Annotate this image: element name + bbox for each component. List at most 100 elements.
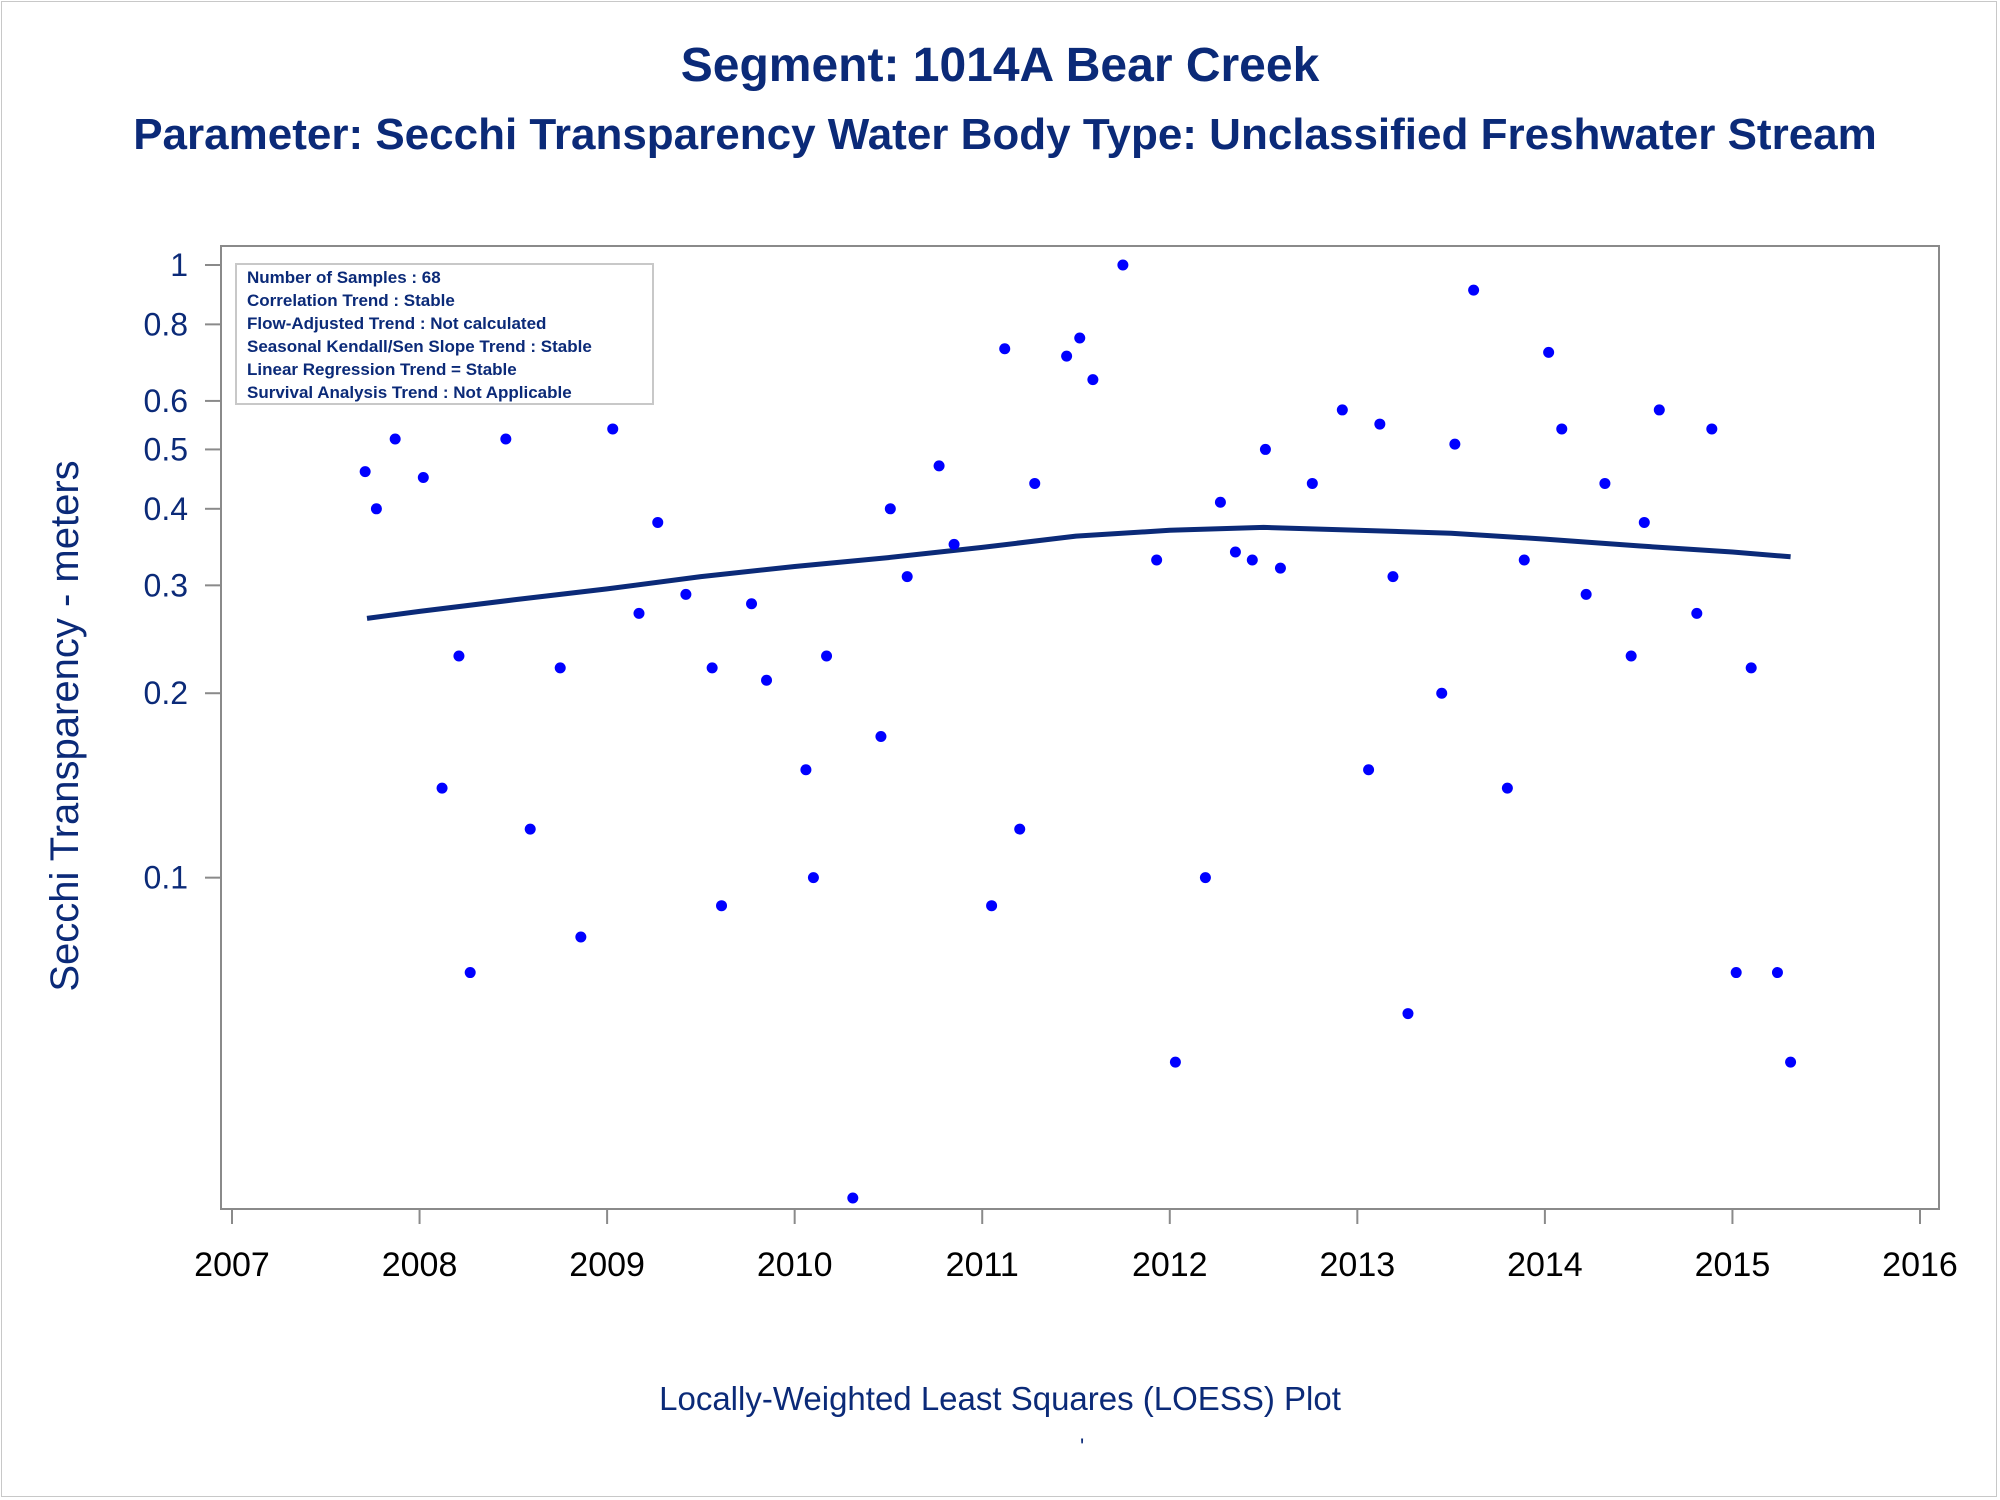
data-point — [800, 764, 812, 776]
footnote-mark: ' — [1080, 1434, 1085, 1459]
data-point — [948, 538, 960, 550]
data-point — [607, 423, 619, 435]
data-point — [680, 588, 692, 600]
data-point — [1014, 823, 1026, 835]
data-point — [1599, 477, 1611, 489]
data-point — [1730, 967, 1742, 979]
data-point — [1074, 332, 1086, 344]
data-point — [1374, 418, 1386, 430]
y-tick-label: 0.1 — [144, 860, 188, 896]
data-point — [746, 598, 758, 610]
info-line-survival: Survival Analysis Trend : Not Applicable — [247, 383, 572, 402]
data-point — [1556, 423, 1568, 435]
data-point — [933, 460, 945, 472]
data-point — [453, 650, 465, 662]
y-tick-label: 0.2 — [144, 675, 188, 711]
data-point — [884, 503, 896, 515]
data-point — [1771, 967, 1783, 979]
data-point — [1691, 607, 1703, 619]
data-point — [554, 662, 566, 674]
data-point — [524, 823, 536, 835]
data-point — [1436, 687, 1448, 699]
data-point — [1745, 662, 1757, 674]
data-point — [1061, 350, 1073, 362]
info-line-correlation: Correlation Trend : Stable — [247, 291, 455, 310]
data-point — [1199, 872, 1211, 884]
x-tick-label: 2013 — [1320, 1246, 1396, 1284]
footnote: Locally-Weighted Least Squares (LOESS) P… — [659, 1380, 1341, 1417]
data-point — [1706, 423, 1718, 435]
data-point — [1306, 477, 1318, 489]
y-tick-label: 0.4 — [144, 491, 188, 527]
data-point — [370, 503, 382, 515]
data-point — [986, 900, 998, 912]
data-point — [716, 900, 728, 912]
data-point — [821, 650, 833, 662]
data-point — [1501, 782, 1513, 794]
y-tick-label: 0.8 — [144, 306, 188, 342]
x-tick-label: 2016 — [1882, 1246, 1958, 1284]
data-point — [1087, 374, 1099, 386]
data-point — [1229, 546, 1241, 558]
data-point — [633, 607, 645, 619]
info-box-border — [235, 263, 654, 405]
data-point — [464, 967, 476, 979]
data-point — [761, 674, 773, 686]
info-line-seasonal-kendall: Seasonal Kendall/Sen Slope Trend : Stabl… — [247, 337, 592, 356]
x-tick-label: 2010 — [757, 1246, 833, 1284]
data-point — [417, 471, 429, 483]
data-point — [1169, 1056, 1181, 1068]
data-point — [575, 931, 587, 943]
data-point — [436, 782, 448, 794]
x-tick-label: 2007 — [194, 1246, 270, 1284]
data-point — [1580, 588, 1592, 600]
y-axis-label: Secchi Transparency - meters — [43, 460, 87, 991]
data-point — [1785, 1056, 1797, 1068]
data-point — [1468, 284, 1480, 296]
data-point — [389, 433, 401, 445]
loess-curve — [366, 524, 1791, 621]
x-tick-label: 2014 — [1507, 1246, 1583, 1284]
y-tick-label: 0.5 — [144, 431, 188, 467]
x-tick-label: 2012 — [1132, 1246, 1208, 1284]
data-point — [999, 343, 1011, 355]
data-point — [1259, 443, 1271, 455]
x-tick-label: 2011 — [946, 1246, 1019, 1284]
data-point — [1363, 764, 1375, 776]
data-point — [1246, 554, 1258, 566]
data-point — [875, 730, 887, 742]
y-tick-label: 1 — [170, 247, 188, 283]
x-tick-label: 2015 — [1695, 1246, 1771, 1284]
x-tick-label: 2008 — [382, 1246, 458, 1284]
data-point — [1518, 554, 1530, 566]
data-point — [1029, 477, 1041, 489]
x-axis-ticks: 2007 2008 2009 2010 2011 2012 2013 2014 2015 2016 — [194, 1209, 1958, 1284]
data-point — [706, 662, 718, 674]
data-point — [1402, 1008, 1414, 1020]
data-point — [1151, 554, 1163, 566]
data-point — [901, 571, 913, 583]
info-line-linear-regression: Linear Regression Trend = Stable — [247, 360, 517, 379]
chart-subtitle: Parameter: Secchi Transparency Water Bod… — [133, 110, 1877, 159]
data-point — [1387, 571, 1399, 583]
data-point — [1543, 346, 1555, 358]
y-axis-ticks: 0.1 0.2 0.3 0.4 0.5 0.6 0.8 1 — [144, 247, 221, 896]
data-point — [847, 1192, 859, 1204]
data-point — [359, 466, 371, 478]
data-point — [652, 516, 664, 528]
data-point — [807, 872, 819, 884]
data-point — [1653, 404, 1665, 416]
data-point — [500, 433, 512, 445]
info-line-flow-adjusted: Flow-Adjusted Trend : Not calculated — [247, 314, 546, 333]
y-tick-label: 0.6 — [144, 383, 188, 419]
data-points — [359, 259, 1797, 1204]
data-point — [1336, 404, 1348, 416]
info-line-samples: Number of Samples : 68 — [247, 268, 441, 287]
info-box: Number of Samples : 68 Correlation Trend… — [235, 263, 654, 405]
chart-title: Segment: 1014A Bear Creek — [680, 39, 1320, 92]
data-point — [1214, 496, 1226, 508]
data-point — [1274, 562, 1286, 574]
data-point — [1625, 650, 1637, 662]
